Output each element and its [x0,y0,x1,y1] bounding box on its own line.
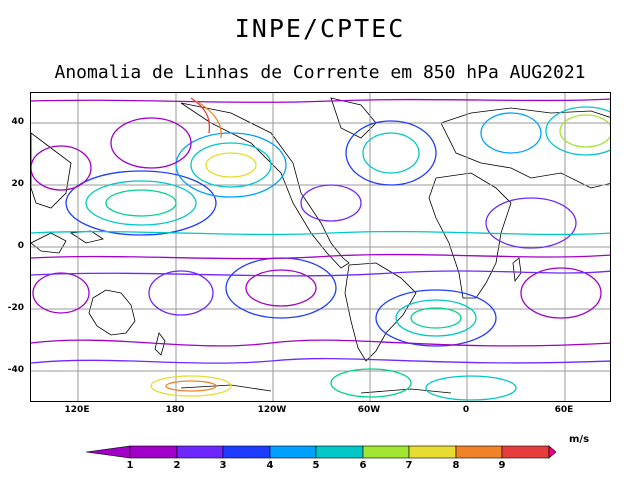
header-org: INPE/CPTEC [234,14,406,43]
colorbar-tick-3: 3 [219,460,227,471]
coastlines [31,97,610,394]
colorbar-segment-1 [129,445,178,459]
lon-label-60e: 60E [554,405,574,415]
colorbar-segment-9 [501,445,550,459]
units-label: m/s [569,434,590,445]
lat-label-0: 0 [17,241,24,251]
lon-label-0: 0 [462,405,470,415]
colorbar-tick-1: 1 [126,460,134,471]
streamlines [31,97,610,401]
colorbar-tick-5: 5 [312,460,320,471]
colorbar [86,445,556,459]
lat-label-20n: 20 [11,179,24,189]
lat-label-40s: -40 [7,365,24,375]
colorbar-tick-2: 2 [173,460,181,471]
lon-label-180: 180 [165,405,185,415]
colorbar-tick-9: 9 [498,460,506,471]
colorbar-right-arrow [548,445,556,459]
streamline-map [30,92,611,402]
map-title: Anomalia de Linhas de Corrente em 850 hP… [54,62,586,83]
colorbar-segment-8 [455,445,503,459]
colorbar-tick-8: 8 [452,460,460,471]
colorbar-left-arrow [86,445,131,459]
colorbar-tick-6: 6 [359,460,367,471]
colorbar-tick-7: 7 [405,460,413,471]
colorbar-tick-4: 4 [266,460,274,471]
colorbar-segment-7 [408,445,457,459]
graticule [31,93,610,401]
lat-label-40n: 40 [11,117,24,127]
lat-label-20s: -20 [7,303,24,313]
lon-label-120w: 120W [257,405,287,415]
lon-label-60w: 60W [357,405,381,415]
lon-label-120e: 120E [64,405,90,415]
colorbar-segment-2 [176,445,224,459]
colorbar-segment-3 [222,445,271,459]
colorbar-segment-5 [315,445,364,459]
map-canvas [31,93,610,401]
colorbar-segment-6 [362,445,410,459]
colorbar-segment-4 [269,445,317,459]
